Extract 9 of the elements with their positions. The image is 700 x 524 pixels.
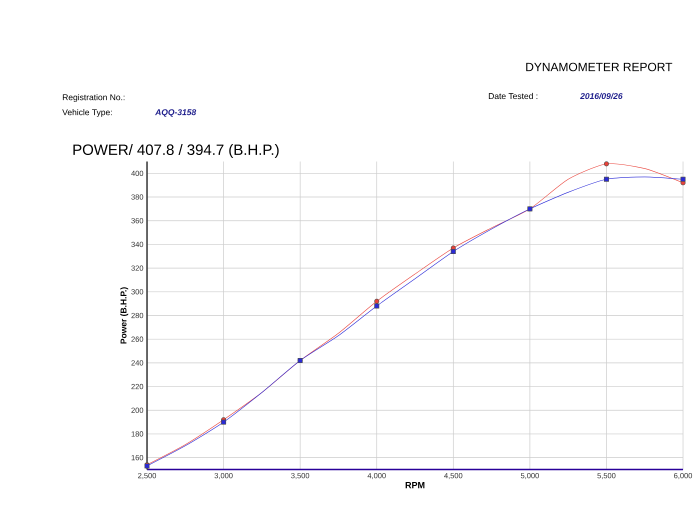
text: Date Tested : [488, 92, 538, 100]
text: Vehicle Type: [62, 109, 112, 117]
chart-subtitle: DYNAMOMETER REPORT [526, 62, 672, 72]
x-axis-title: RPM [406, 482, 424, 488]
chart-title: POWER/ 407.8 / 394.7 (B.H.P.) [73, 144, 279, 158]
text: Registration No.: [62, 94, 124, 102]
text: 2016/09/26 [580, 92, 623, 100]
y-axis-title: Power (B.H.P.) [120, 287, 128, 344]
text: AQQ-3158 [155, 109, 196, 117]
